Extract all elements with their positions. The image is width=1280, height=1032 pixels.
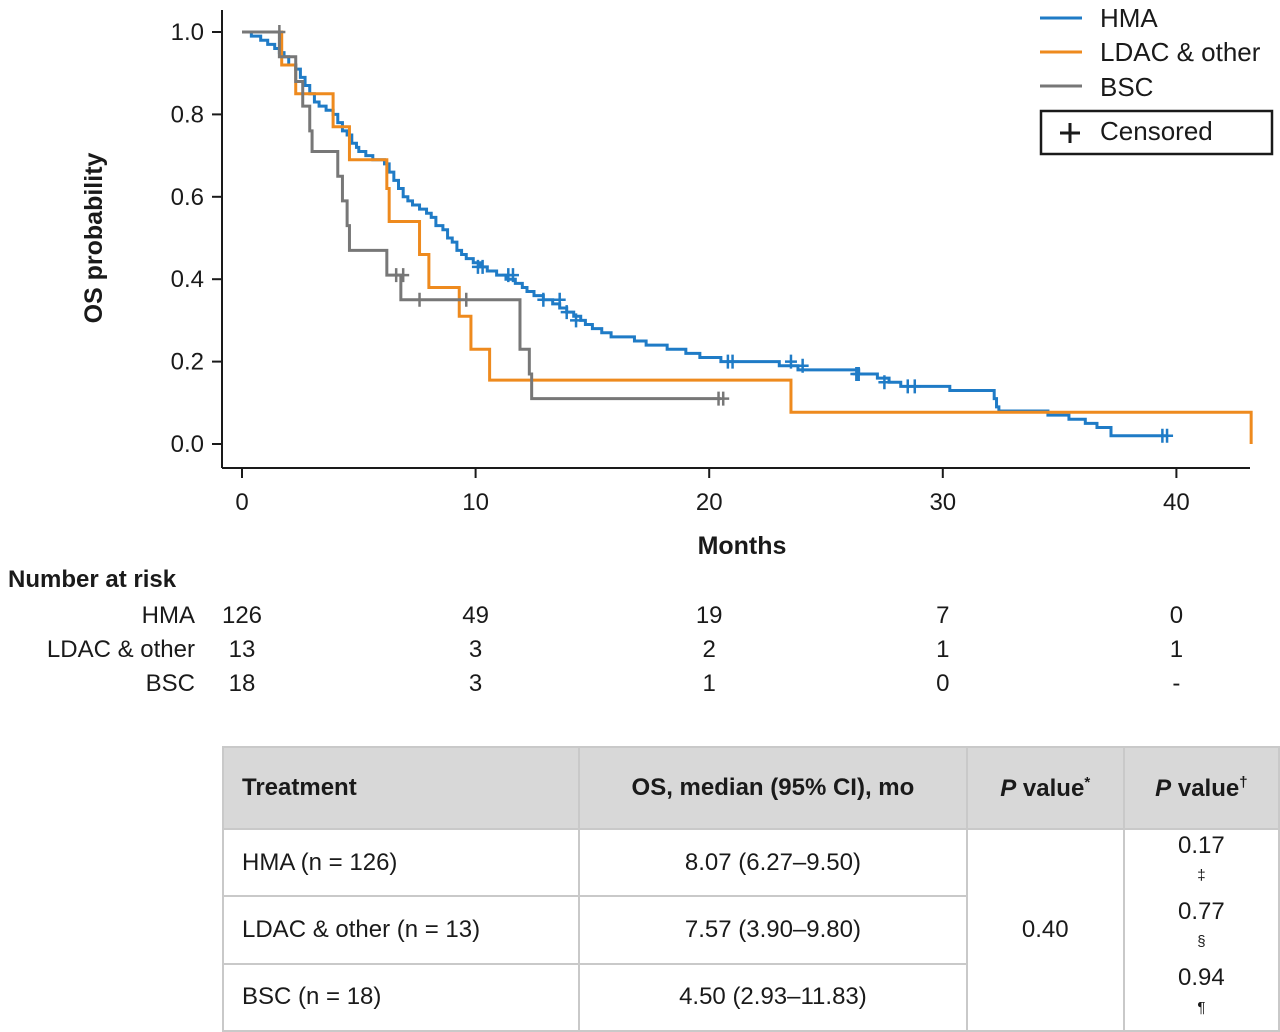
y-tick-label: 0.4: [171, 266, 204, 293]
y-tick-label: 0.8: [171, 101, 204, 128]
censored-marker: [1161, 428, 1174, 443]
survival-curve: [242, 30, 1253, 444]
censored-marker: [460, 292, 473, 307]
x-ticks: 0 10 20 30 40: [235, 468, 1190, 516]
censored-marker: [717, 391, 730, 406]
legend-label-ldac: LDAC & other: [1100, 37, 1261, 67]
censored-marker: [413, 292, 426, 307]
x-tick-label: 30: [929, 489, 956, 516]
cell-os: 4.50 (2.93–11.83): [578, 962, 968, 1032]
risk-count: 126: [221, 602, 263, 629]
legend-censored-box: [1039, 109, 1274, 156]
os-summary-table: Treatment OS, median (95% CI), mo P valu…: [221, 746, 1280, 1032]
x-axis-label: Months: [698, 532, 787, 560]
p-value-pairwise-2: 0.77 §: [1178, 898, 1225, 950]
survival-curve: [242, 30, 1168, 438]
x-tick-label: 20: [696, 489, 723, 516]
header-os-median: OS, median (95% CI), mo: [578, 746, 968, 830]
table-header-row: Treatment OS, median (95% CI), mo P valu…: [221, 746, 1280, 830]
cell-treatment: HMA (n = 126): [221, 827, 581, 898]
censored-marker: [553, 292, 566, 307]
risk-count: 1: [702, 670, 716, 697]
risk-row-label: HMA: [141, 602, 195, 629]
survival-curves: [242, 25, 1253, 444]
km-chart: 0 10 20 30 40 0.0 0.2 0.4 0.6 0.8 1.0 Months OS p…: [80, 3, 1274, 560]
censored-marker: [878, 375, 891, 390]
header-treatment: Treatment: [221, 746, 581, 830]
x-tick-label: 40: [1163, 489, 1190, 516]
y-tick-label: 0.0: [171, 431, 204, 458]
cell-p-values-pairwise: 0.17 ‡ 0.77 § 0.94 ¶: [1122, 828, 1280, 1032]
risk-count: 7: [936, 602, 950, 629]
cell-os: 7.57 (3.90–9.80): [578, 895, 968, 965]
series-ldac-other: [242, 30, 1253, 444]
table-row: HMA (n = 126) 8.07 (6.27–9.50) 0.40 0.17…: [221, 827, 1280, 1032]
risk-count: 13: [228, 636, 256, 663]
censored-marker: [476, 259, 489, 274]
y-tick-label: 1.0: [171, 19, 204, 46]
y-tick-label: 0.6: [171, 184, 204, 211]
risk-count: 2: [702, 636, 716, 663]
table-row: LDAC & other (n = 13) 7.57 (3.90–9.80): [221, 895, 1279, 965]
censored-marker: [570, 313, 583, 328]
series-bsc: [242, 25, 730, 406]
censored-marker: [537, 292, 550, 307]
header-p-value-1: P value*: [965, 746, 1125, 830]
risk-count: 3: [468, 670, 483, 697]
risk-row-label: LDAC & other: [46, 636, 195, 663]
risk-count: 0: [936, 670, 950, 697]
censored-marker-icon: [1060, 123, 1080, 143]
censored-marker: [506, 268, 519, 283]
censored-marker: [908, 379, 921, 394]
risk-count: 18: [228, 670, 256, 697]
y-ticks: 0.0 0.2 0.4 0.6 0.8 1.0: [171, 19, 222, 458]
legend: HMA LDAC & other BSC Censored: [1039, 3, 1274, 156]
legend-label-censored: Censored: [1100, 116, 1213, 146]
y-axis-label: OS probability: [80, 152, 108, 323]
legend-label-bsc: BSC: [1100, 72, 1153, 102]
cell-p-value-overall: 0.40: [965, 828, 1125, 1032]
y-tick-label: 0.2: [171, 349, 204, 376]
x-tick-label: 10: [462, 489, 489, 516]
x-tick-label: 0: [235, 489, 248, 516]
risk-count: 19: [695, 602, 723, 629]
risk-table: Number at risk HMA 126 49 19 7 0 LDAC & other 1…: [0, 566, 1280, 706]
legend-label-hma: HMA: [1100, 3, 1158, 33]
p-value-pairwise-3: 0.94 ¶: [1178, 964, 1225, 1016]
risk-row-label: BSC: [145, 670, 195, 697]
cell-os: 8.07 (6.27–9.50): [578, 827, 968, 898]
risk-count: -: [1172, 670, 1181, 697]
cell-treatment: BSC (n = 18): [221, 962, 581, 1032]
header-p-value-2: P value†: [1122, 746, 1280, 830]
censored-marker: [273, 25, 286, 39]
risk-count: 3: [468, 636, 483, 663]
censored-marker: [726, 354, 739, 369]
series-hma: [242, 30, 1174, 443]
cell-treatment: LDAC & other (n = 13): [221, 895, 581, 965]
risk-table-title: Number at risk: [8, 566, 177, 593]
risk-count: 1: [1169, 636, 1184, 663]
risk-count: 49: [462, 602, 489, 629]
risk-count: 0: [1169, 602, 1184, 629]
censored-marker: [796, 358, 809, 373]
p-value-pairwise-1: 0.17 ‡: [1178, 832, 1225, 884]
censored-marker: [784, 354, 797, 369]
censored-marker: [560, 305, 573, 320]
censored-marker: [852, 366, 865, 381]
censored-marker: [397, 268, 410, 283]
risk-count: 1: [936, 636, 950, 663]
survival-curve: [242, 30, 721, 401]
